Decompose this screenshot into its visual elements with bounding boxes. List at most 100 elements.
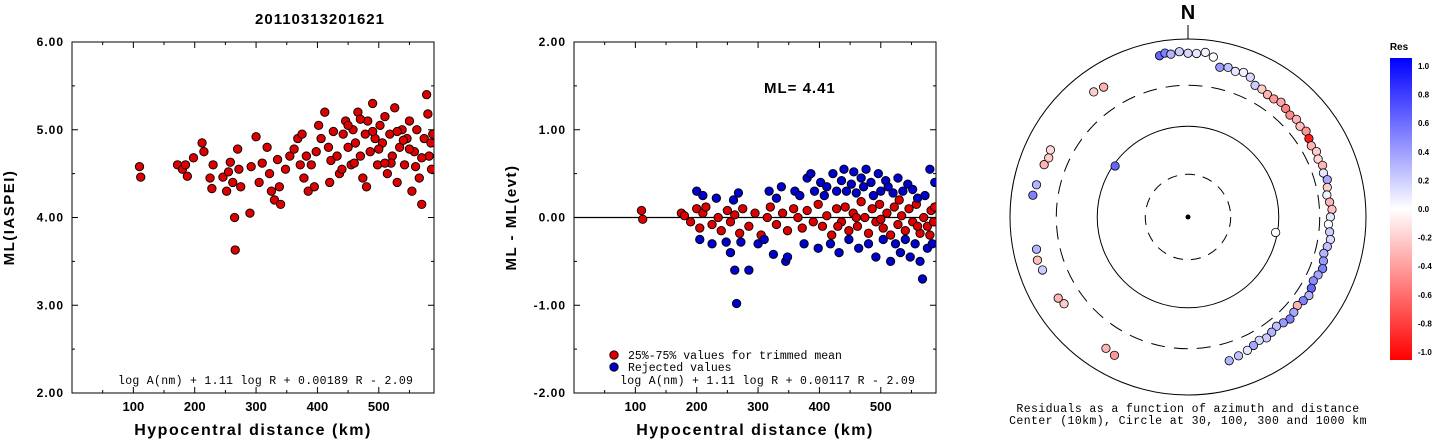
- data-point: [358, 173, 368, 183]
- data-point: [407, 186, 417, 196]
- station-marker: [1248, 340, 1259, 351]
- y-tick-label: 5.00: [37, 123, 64, 137]
- station-marker: [1044, 153, 1054, 163]
- station-marker: [1037, 265, 1048, 275]
- station-marker: [1319, 248, 1329, 258]
- data-point: [844, 226, 854, 236]
- data-point: [771, 219, 782, 230]
- data-point: [725, 217, 736, 227]
- data-point: [733, 188, 744, 198]
- data-point: [199, 147, 209, 157]
- station-marker: [1166, 49, 1176, 59]
- station-marker: [1285, 110, 1295, 120]
- data-point: [636, 205, 647, 216]
- station-marker: [1313, 270, 1323, 280]
- station-marker: [1267, 327, 1277, 337]
- data-point: [831, 186, 842, 196]
- data-point: [809, 186, 820, 196]
- data-point: [744, 221, 754, 231]
- data-point: [793, 212, 803, 223]
- data-point: [866, 177, 876, 188]
- station-marker: [1325, 227, 1335, 237]
- station-marker: [1031, 244, 1042, 254]
- y-tick-label: 0.00: [539, 211, 566, 225]
- station-marker: [1238, 67, 1249, 78]
- data-point: [404, 144, 415, 154]
- y-tick-label: 3.00: [37, 298, 64, 312]
- data-point: [423, 109, 433, 119]
- data-point: [721, 237, 731, 247]
- data-point: [878, 223, 888, 233]
- data-point: [713, 212, 723, 223]
- data-point: [367, 126, 378, 137]
- data-point: [851, 212, 861, 223]
- data-point: [802, 205, 812, 216]
- station-marker: [1262, 89, 1273, 100]
- data-point: [280, 164, 291, 174]
- data-point: [764, 186, 774, 196]
- data-point: [777, 208, 788, 218]
- data-point: [426, 138, 434, 148]
- data-point: [893, 173, 903, 183]
- data-point: [266, 186, 277, 196]
- station-marker: [1254, 335, 1264, 345]
- data-point: [207, 183, 217, 194]
- data-point: [782, 252, 793, 262]
- plot-ml-residual-vs-distance: 100 200 300 400 500 -2.00 -1.00 0.00 1.00 2.00 Hyp…: [503, 35, 937, 439]
- y-tick-label: 6.00: [37, 35, 64, 49]
- data-point: [419, 133, 429, 144]
- data-point: [275, 199, 286, 209]
- x-tick-label: 400: [307, 399, 329, 414]
- data-point: [759, 234, 769, 245]
- data-point: [858, 182, 869, 192]
- data-point: [349, 158, 359, 168]
- legend-marker: [609, 350, 619, 360]
- data-point: [375, 120, 385, 131]
- data-point: [888, 188, 898, 198]
- y-tick-label: 2.00: [37, 386, 64, 400]
- data-point: [412, 125, 422, 135]
- station-marker: [1208, 52, 1218, 62]
- y-axis-label: ML - ML(evt): [503, 164, 520, 270]
- colorbar-tick-label: 0.4: [1418, 148, 1430, 157]
- station-marker: [1304, 290, 1314, 301]
- data-point: [789, 204, 799, 214]
- colorbar-tick-label: 1.0: [1418, 62, 1430, 71]
- data-point: [840, 202, 850, 212]
- data-point: [350, 138, 361, 148]
- data-point: [343, 142, 353, 152]
- formula-text: log A(nm) + 1.11 log R + 0.00117 R - 2.0…: [620, 375, 915, 388]
- data-point: [833, 221, 843, 231]
- data-point: [274, 182, 285, 192]
- data-point: [762, 212, 772, 223]
- data-point: [398, 135, 408, 145]
- circle-30km: [1144, 173, 1232, 261]
- data-point: [685, 217, 696, 227]
- data-point: [885, 256, 896, 267]
- data-point: [873, 168, 883, 179]
- station-marker: [1031, 180, 1042, 190]
- data-point: [825, 239, 836, 249]
- data-point: [205, 173, 215, 183]
- station-marker: [1174, 47, 1184, 57]
- polar-caption-line1: Residuals as a function of azimuth and d…: [1016, 403, 1359, 416]
- station-marker: [1089, 87, 1099, 97]
- data-point: [332, 151, 342, 161]
- data-point: [404, 116, 415, 126]
- y-tick-label: -1.00: [534, 298, 566, 312]
- data-point: [730, 210, 740, 220]
- data-point: [776, 182, 787, 192]
- data-point: [890, 239, 901, 249]
- data-point: [795, 190, 805, 201]
- data-point: [325, 177, 335, 188]
- data-point: [698, 190, 708, 201]
- data-point: [328, 126, 339, 137]
- station-marker: [1322, 182, 1332, 192]
- data-point: [230, 245, 240, 255]
- data-point: [695, 223, 705, 233]
- data-point: [311, 147, 321, 157]
- data-point: [799, 239, 809, 249]
- data-point: [882, 208, 892, 218]
- data-point: [410, 161, 421, 172]
- station-marker: [1306, 141, 1316, 151]
